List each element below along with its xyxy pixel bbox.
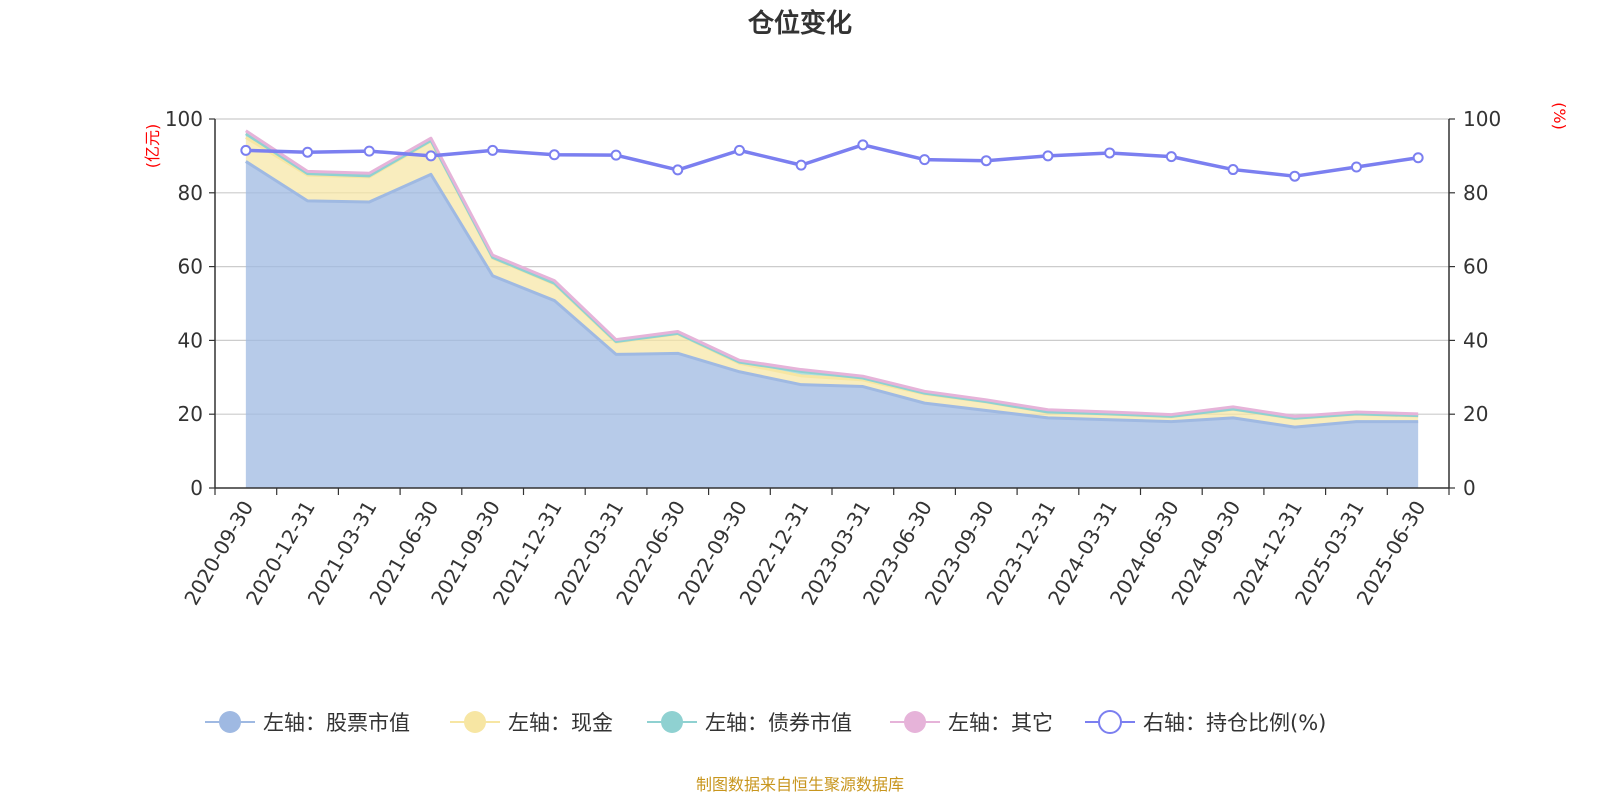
ratio-point (363, 145, 375, 157)
ratio-point (240, 144, 252, 156)
ratio-point (1227, 164, 1239, 176)
legend-label: 左轴：其它 (948, 711, 1053, 735)
ratio-point (1412, 152, 1424, 164)
ratio-point (1042, 150, 1054, 162)
data-source-note: 制图数据来自恒生聚源数据库 (696, 775, 904, 794)
right-tick-label: 100 (1463, 107, 1501, 131)
left-tick-label: 80 (178, 181, 203, 205)
legend: 左轴：股票市值 左轴：现金 左轴：债券市值 左轴：其它 右轴：持仓比例(%) (205, 710, 1326, 735)
left-axis-unit: (亿元) (143, 124, 162, 169)
left-tick-label: 60 (178, 255, 203, 279)
left-tick-label: 0 (190, 476, 203, 500)
ratio-point (919, 154, 931, 166)
left-tick-label: 20 (178, 402, 203, 426)
ratio-point (1165, 151, 1177, 163)
area-edge-4 (245, 129, 1419, 418)
chart-title: 仓位变化 (747, 8, 852, 39)
right-tick-label: 40 (1463, 328, 1488, 352)
left-tick-label: 100 (165, 107, 203, 131)
ratio-point (980, 155, 992, 167)
legend-marker (464, 711, 486, 733)
ratio-point (1289, 170, 1301, 182)
ratio-point (487, 144, 499, 156)
left-tick-label: 40 (178, 328, 203, 352)
right-tick-label: 20 (1463, 402, 1488, 426)
area-edge-1 (245, 160, 1419, 429)
stacked-areas (245, 129, 1419, 488)
right-tick-label: 0 (1463, 476, 1476, 500)
legend-label: 左轴：股票市值 (263, 711, 410, 735)
ratio-point (857, 139, 869, 151)
ratio-point (1104, 147, 1116, 159)
right-tick-label: 60 (1463, 255, 1488, 279)
ratio-point (1350, 161, 1362, 173)
legend-label: 右轴：持仓比例(%) (1143, 711, 1326, 735)
ratio-point (548, 149, 560, 161)
ratio-line-path (245, 143, 1419, 178)
legend-marker (219, 711, 241, 733)
legend-label: 左轴：债券市值 (705, 711, 852, 735)
legend-label: 左轴：现金 (508, 711, 613, 735)
ratio-point (733, 144, 745, 156)
right-axis-unit: (%) (1550, 102, 1569, 130)
ratio-line (240, 139, 1424, 182)
ratio-point (795, 159, 807, 171)
ratio-point (672, 164, 684, 176)
ratio-point (302, 146, 314, 158)
area-1 (245, 161, 1419, 488)
right-tick-label: 80 (1463, 181, 1488, 205)
ratio-point (610, 149, 622, 161)
legend-marker (1098, 710, 1122, 734)
legend-marker (661, 711, 683, 733)
legend-marker (904, 711, 926, 733)
ratio-point (425, 150, 437, 162)
